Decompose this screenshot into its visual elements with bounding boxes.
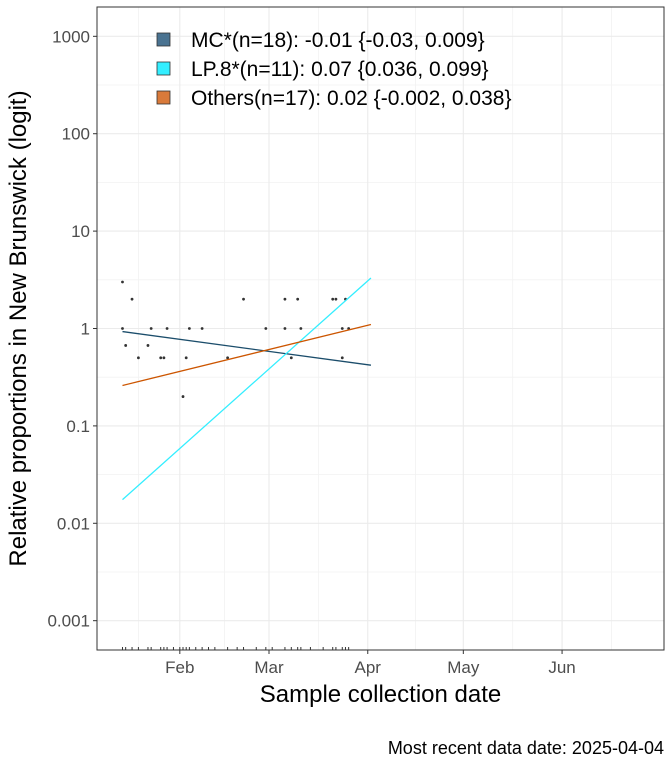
y-tick-label: 1000 [52,27,90,46]
y-tick-label: 0.001 [47,612,90,631]
x-tick-label: Jun [548,658,575,677]
data-point [121,280,124,284]
data-point [242,297,245,301]
fit-lines [122,277,372,501]
caption: Most recent data date: 2025-04-04 [388,738,664,758]
data-point [159,356,163,360]
data-point [184,356,188,360]
data-point [296,297,300,301]
data-point [340,356,344,360]
legend-key-1 [156,61,171,76]
data-point [124,344,128,347]
x-tick-label: Apr [355,658,382,677]
data-point [146,344,150,347]
x-tick-label: May [447,658,480,677]
legend-key-0 [156,32,171,47]
data-point [289,356,293,360]
y-tick-label: 0.1 [66,417,90,436]
x-axis-title: Sample collection date [260,681,501,708]
fit-line-2 [122,323,372,387]
data-point [130,297,134,301]
data-point [137,356,140,360]
x-axis: Feb Mar Apr May Jun [165,650,576,677]
y-tick-label: 1 [81,320,90,339]
data-point [181,395,185,398]
fit-line-0 [122,330,372,366]
data-point [121,327,124,330]
data-point [165,327,169,330]
legend-key-2 [156,90,171,105]
data-point [283,327,287,330]
fit-line-1 [122,277,372,501]
y-tick-label: 10 [71,222,90,241]
y-axis: 0.001 0.01 0.1 1 10 100 1000 [47,27,97,631]
data-point [334,297,338,301]
x-tick-label: Feb [165,658,194,677]
y-axis-title: Relative proportions in New Brunswick (l… [5,90,32,566]
data-point [283,297,287,301]
data-points [121,280,351,398]
x-tick-label: Mar [254,658,284,677]
data-point [200,327,204,330]
data-point [187,327,191,330]
legend-label-2: Others(n=17): 0.02 {-0.002, 0.038} [191,87,511,110]
y-tick-label: 0.01 [57,514,90,533]
data-point [299,327,303,330]
legend-label-0: MC*(n=18): -0.01 {-0.03, 0.009} [191,29,485,52]
data-point [226,356,230,360]
data-point [264,327,268,330]
data-point [149,327,153,330]
y-tick-label: 100 [62,125,90,144]
data-point [331,297,335,301]
legend: MC*(n=18): -0.01 {-0.03, 0.009} LP.8*(n=1… [156,29,511,110]
data-point [162,356,166,360]
legend-label-1: LP.8*(n=11): 0.07 {0.036, 0.099} [191,58,489,81]
grid-major [97,7,664,650]
data-point [340,327,344,330]
